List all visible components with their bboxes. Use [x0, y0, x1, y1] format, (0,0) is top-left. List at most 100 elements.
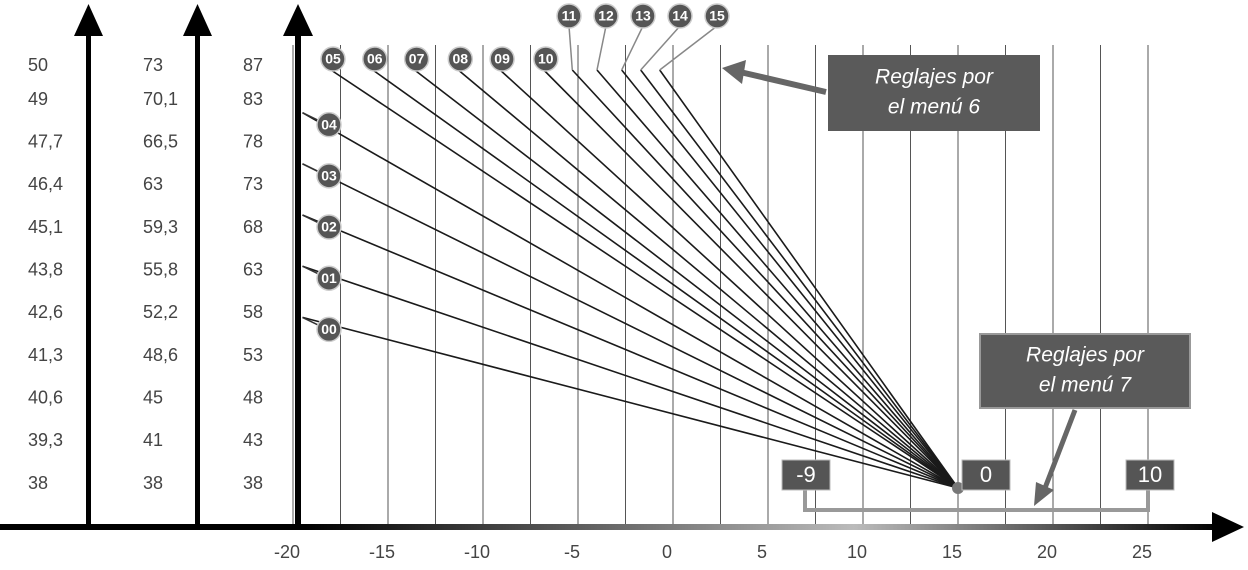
scale-box	[961, 459, 1011, 491]
note-menu-6: Reglajes por el menú 6	[722, 55, 1040, 131]
y-tick-label: 58	[243, 302, 263, 322]
y-tick-label: 48,6	[143, 345, 178, 365]
curve	[414, 69, 959, 489]
curve-label: 04	[321, 116, 337, 132]
y-tick-label: 52,2	[143, 302, 178, 322]
y-tick-label: 40,6	[28, 387, 63, 407]
note-text: el menú 6	[888, 96, 981, 119]
x-tick-label: 5	[757, 542, 767, 562]
curve-badge	[704, 3, 730, 29]
y-tick-label: 46,4	[28, 174, 63, 194]
curve-label: 12	[598, 8, 614, 24]
y-tick-label: 48	[243, 387, 263, 407]
y-tick-label: 63	[143, 174, 163, 194]
curve-badge	[447, 46, 474, 72]
x-tick-label: 25	[1132, 542, 1152, 562]
note-menu-7: Reglajes por el menú 7	[803, 333, 1191, 512]
pivot-point	[952, 482, 964, 494]
curve-label: 01	[321, 270, 337, 286]
curve-label: 02	[321, 219, 337, 235]
y-axis-2	[195, 30, 200, 530]
curves	[302, 69, 964, 494]
y-tick-label: 53	[243, 345, 263, 365]
y-tick-label: 45,1	[28, 217, 63, 237]
scale-label: 0	[980, 462, 992, 487]
leader	[659, 25, 718, 71]
x-axis	[0, 524, 1220, 530]
curve-label: 14	[672, 8, 688, 24]
x-tick-label: 20	[1037, 542, 1057, 562]
curve-badge	[316, 265, 342, 291]
y-tick-label: 47,7	[28, 132, 63, 152]
leader	[302, 111, 320, 122]
x-tick-label: -5	[564, 542, 580, 562]
y-tick-label: 39,3	[28, 430, 63, 450]
y-tick-label: 68	[243, 217, 263, 237]
menu7-bracket	[803, 488, 1150, 512]
curve	[659, 69, 959, 489]
scale-label: -9	[796, 462, 816, 487]
labels: 38 38 38 43 41 39,3 48 45 40,6 53 48,6 41,3 58 52,2 42…	[28, 3, 1152, 562]
curve	[302, 163, 959, 489]
y-arrow-1	[74, 4, 103, 36]
curve	[543, 69, 959, 489]
y-tick-label: 50	[28, 55, 48, 75]
y-tick-label: 38	[243, 473, 263, 493]
note-arrow	[1042, 409, 1078, 489]
curve	[640, 69, 959, 489]
note-box	[828, 55, 1040, 131]
curve	[302, 265, 959, 489]
axes	[0, 4, 1244, 542]
curve-badge	[630, 3, 656, 29]
curve	[302, 111, 959, 489]
y-axis-3	[295, 30, 301, 530]
curve-badge	[489, 46, 515, 72]
scale-label: 10	[1138, 462, 1162, 487]
x-tick-label: 0	[662, 542, 672, 562]
y-tick-label: 41	[143, 430, 163, 450]
curve-label: 15	[709, 8, 725, 24]
curve-badge	[316, 111, 342, 138]
y-tick-label: 63	[243, 259, 263, 279]
x-arrow	[1212, 512, 1244, 542]
note-arrowhead	[1034, 482, 1054, 506]
y-tick-label: 49	[28, 89, 48, 109]
curve	[457, 69, 959, 489]
curve-badge	[667, 3, 693, 29]
y-tick-label: 87	[243, 55, 263, 75]
leader	[302, 214, 320, 224]
curve-badge	[316, 316, 342, 343]
curve-label: 03	[321, 168, 337, 184]
y-tick-label: 55,8	[143, 259, 178, 279]
curve-badge	[533, 46, 559, 72]
note-arrowhead	[722, 60, 746, 84]
y-tick-label: 45	[143, 387, 163, 407]
x-tick-label: -20	[274, 542, 300, 562]
curve-badge	[320, 46, 346, 72]
leader	[302, 316, 320, 327]
curve-badge	[316, 163, 342, 189]
curve	[302, 214, 959, 489]
curve	[621, 69, 959, 489]
curve-label: 05	[325, 51, 341, 67]
y-tick-label: 78	[243, 132, 263, 152]
x-tick-label: 10	[847, 542, 867, 562]
curve	[330, 69, 959, 489]
leader	[302, 265, 320, 275]
note-text: Reglajes por	[875, 66, 994, 89]
curve-badge	[362, 46, 388, 72]
y-arrow-3	[283, 4, 313, 36]
scale-box	[781, 459, 831, 491]
curve-label: 06	[367, 51, 383, 67]
curve	[571, 69, 959, 489]
x-tick-label: -15	[369, 542, 395, 562]
y-tick-label: 70,1	[143, 89, 178, 109]
y-tick-label: 41,3	[28, 345, 63, 365]
y-tick-label: 38	[143, 473, 163, 493]
x-tick-label: -10	[464, 542, 490, 562]
y-tick-label: 43,8	[28, 259, 63, 279]
note-arrow	[739, 69, 827, 95]
y-tick-label: 43	[243, 430, 263, 450]
leader	[640, 25, 681, 71]
